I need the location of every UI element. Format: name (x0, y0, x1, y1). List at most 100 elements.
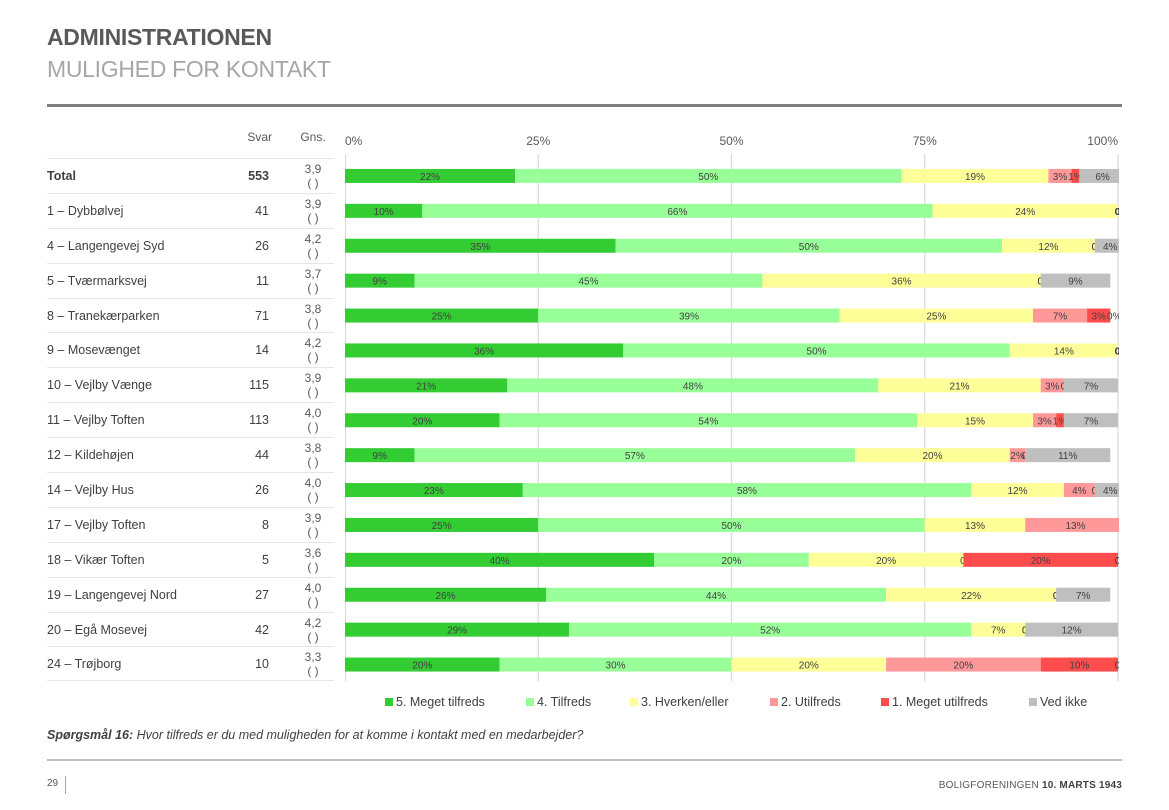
row-svar: 27 (255, 587, 269, 602)
row-gns-suffix: ( ) (307, 315, 319, 330)
bar-segment (507, 378, 879, 393)
data-label: 20% (412, 416, 432, 427)
row-name: Total (47, 169, 76, 183)
bar-segment (886, 657, 1041, 672)
data-label: 13% (965, 521, 985, 532)
row-name: 12 – Kildehøjen (47, 448, 134, 463)
bar-segment (414, 273, 763, 288)
data-label: 44% (706, 591, 726, 602)
data-label: 30% (606, 661, 626, 672)
data-label: 6% (1095, 172, 1110, 183)
bar-segment (1056, 413, 1064, 428)
bar-segment (654, 552, 809, 567)
table-row: 8 – Tranekærparken 71 3,8( ) (47, 297, 334, 333)
bar-segment (345, 343, 624, 358)
bar-segment (971, 483, 1064, 498)
data-label: 7% (991, 626, 1006, 637)
row-gns: 4,2( ) (293, 616, 333, 644)
x-tick-label: 100% (1087, 134, 1118, 148)
data-label: 7% (1084, 381, 1099, 392)
bar-segment (538, 517, 925, 532)
legend-swatch (385, 698, 393, 706)
bar-segment (1094, 238, 1126, 253)
data-label: 0% (1107, 312, 1119, 323)
row-svar: 41 (255, 203, 269, 218)
data-label: 50% (799, 242, 819, 253)
bar-segment (878, 378, 1041, 393)
row-name: 20 – Egå Mosevej (47, 622, 148, 637)
bar-segment (345, 273, 415, 288)
row-gns-value: 3,8 (304, 301, 322, 316)
bar-segment (1009, 448, 1026, 463)
row-name: 5 – Tværmarksvej (47, 273, 147, 288)
bar-segment (522, 483, 972, 498)
bar-segment (855, 448, 1010, 463)
legend-label: 4. Tilfreds (537, 695, 592, 709)
data-label: 15% (965, 416, 985, 427)
row-gns: 4,0( ) (293, 476, 333, 504)
bar-segment (1087, 308, 1111, 323)
data-label: 25% (432, 312, 452, 323)
row-svar: 44 (255, 448, 269, 463)
bar-segment (345, 413, 500, 428)
bar-segment (762, 273, 1041, 288)
row-svar: 14 (255, 343, 269, 358)
row-gns: 4,2( ) (293, 336, 333, 364)
bar-segment (345, 657, 500, 672)
row-gns-suffix: ( ) (307, 176, 319, 190)
bar-segment (731, 657, 887, 672)
data-label: 26% (435, 591, 455, 602)
row-gns-value: 4,2 (304, 336, 322, 351)
bar-segment (1009, 343, 1118, 358)
data-label: 1% (1053, 416, 1068, 427)
row-gns: 3,8( ) (293, 441, 333, 469)
data-label: 9% (1068, 277, 1083, 288)
row-gns-suffix: ( ) (307, 594, 319, 609)
table-row: 14 – Vejlby Hus 26 4,0( ) (47, 472, 334, 507)
footer-organization: BOLIGFORENINGEN 10. MARTS 1943 (939, 780, 1122, 791)
data-label: 1% (1068, 172, 1083, 183)
data-label: 7% (1053, 312, 1068, 323)
row-svar: 42 (255, 622, 269, 637)
data-label: 3% (1045, 381, 1060, 392)
data-label: 3% (1091, 312, 1106, 323)
question-text: Hvor tilfreds er du med muligheden for a… (133, 728, 584, 742)
table-row: 19 – Langengevej Nord 27 4,0( ) (47, 576, 334, 612)
row-gns-suffix: ( ) (307, 490, 319, 505)
bar-segment (414, 448, 856, 463)
bar-segment (901, 168, 1049, 183)
bar-segment (839, 308, 1033, 323)
x-tick-label: 75% (913, 134, 937, 148)
chart-legend: 5. Meget tilfreds 4. Tilfreds 3. Hverken/e… (385, 695, 1125, 711)
bar-segment (1079, 168, 1126, 183)
bar-segment (1025, 448, 1111, 463)
row-gns-suffix: ( ) (307, 280, 319, 295)
data-label: 50% (807, 346, 827, 357)
row-gns-value: 3,9 (304, 196, 322, 211)
bar-segment (1048, 168, 1072, 183)
row-svar: 553 (248, 169, 269, 183)
row-svar: 115 (249, 378, 269, 393)
data-label: 52% (760, 626, 780, 637)
bar-segment (422, 203, 933, 218)
legend-label: 5. Meget tilfreds (396, 695, 485, 709)
legend-swatch (881, 698, 889, 706)
legend-item: 4. Tilfreds (526, 695, 591, 709)
row-gns-value: 4,0 (304, 406, 322, 421)
row-name: 14 – Vejlby Hus (47, 483, 134, 498)
bar-segment (971, 622, 1026, 637)
bar-segment (345, 308, 539, 323)
data-label: 20% (922, 451, 942, 462)
row-svar: 113 (249, 413, 269, 428)
data-label: 4% (1103, 486, 1118, 497)
title-divider (47, 104, 1122, 107)
data-label: 0% (1115, 207, 1119, 218)
bar-segment (538, 308, 840, 323)
stacked-bar-chart: 0% 25% 50% 75% 100% 22% 50% 19% 3% 1% 6% 10% 66% 24% 0… (344, 130, 1137, 685)
bar-segment (545, 587, 887, 602)
data-label: 39% (679, 312, 699, 323)
data-label: 12% (1062, 626, 1082, 637)
row-gns: 4,0( ) (293, 406, 333, 434)
bar-segment (615, 238, 1003, 253)
table-row: 12 – Kildehøjen 44 3,8( ) (47, 437, 334, 472)
